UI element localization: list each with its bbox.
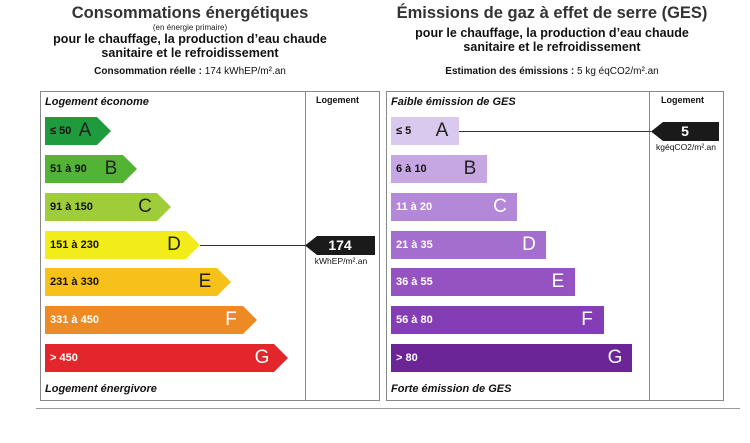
ges-subtitle-line2: sanitaire et le refroidissement: [463, 40, 641, 54]
energy-column-divider: [305, 92, 306, 400]
ges-class-range: 21 à 35: [396, 239, 433, 251]
ges-class-range: ≤ 5: [396, 125, 412, 137]
ges-class-range: 36 à 55: [396, 276, 433, 288]
energy-class-range: 151 à 230: [50, 239, 99, 251]
ges-title: Émissions de gaz à effet de serre (GES): [396, 4, 708, 22]
ges-column-label: Logement: [661, 95, 705, 105]
energy-class-letter: G: [254, 347, 270, 368]
ges-marker: 5: [651, 122, 719, 141]
energy-label-box: Logement Logement économe Logement énerg…: [40, 91, 380, 401]
ges-class-letter: C: [493, 196, 507, 217]
energy-marker: 174: [305, 236, 375, 255]
ges-header: Émissions de gaz à effet de serre (GES) …: [382, 4, 722, 77]
energy-class-bar-a: ≤ 50 A: [45, 117, 111, 145]
energy-class-letter: F: [225, 309, 237, 330]
energy-class-range: > 450: [50, 352, 78, 364]
ges-label-box: Logement Faible émission de GES Forte ém…: [386, 91, 724, 401]
energy-bottom-label: Logement énergivore: [45, 383, 157, 395]
ges-top-label: Faible émission de GES: [391, 96, 516, 108]
ges-bottom-label: Forte émission de GES: [391, 383, 512, 395]
ges-subtitle-line1: pour le chauffage, la production d’eau c…: [415, 26, 689, 40]
ges-class-letter: A: [435, 120, 449, 141]
ges-measure: Estimation des émissions : 5 kg éqCO2/m²…: [382, 66, 722, 77]
energy-class-range: 91 à 150: [50, 201, 93, 213]
energy-note: (en énergie primaire): [152, 23, 228, 32]
energy-measure-label: Consommation réelle :: [94, 66, 202, 77]
energy-class-letter: B: [104, 158, 118, 179]
ges-class-bar-c: 11 à 20 C: [391, 193, 517, 221]
ges-class-letter: E: [551, 271, 565, 292]
energy-class-range: ≤ 50: [50, 125, 72, 137]
ges-class-range: 56 à 80: [396, 314, 433, 326]
ges-class-bar-b: 6 à 10 B: [391, 155, 487, 183]
energy-class-range: 51 à 90: [50, 163, 87, 175]
energy-class-letter: C: [138, 196, 152, 217]
energy-measure-value: 174 kWhEP/m².an: [204, 66, 286, 77]
energy-class-bar-e: 231 à 330 E: [45, 268, 231, 296]
ges-class-range: 6 à 10: [396, 163, 427, 175]
energy-class-letter: A: [78, 120, 92, 141]
ges-class-letter: F: [581, 309, 593, 330]
energy-class-bar-g: > 450 G: [45, 344, 288, 372]
ges-marker-unit: kgéqCO2/m².an: [656, 142, 716, 152]
ges-class-bar-a: ≤ 5 A: [391, 117, 459, 145]
energy-class-range: 231 à 330: [50, 276, 99, 288]
energy-subtitle-line1: pour le chauffage, la production d’eau c…: [53, 32, 327, 46]
energy-marker-unit: kWhEP/m².an: [314, 256, 368, 266]
ges-class-range: > 80: [396, 352, 418, 364]
ges-class-bar-f: 56 à 80 F: [391, 306, 604, 334]
bottom-divider: [36, 408, 740, 409]
ges-class-letter: G: [607, 347, 623, 368]
ges-class-letter: D: [522, 234, 536, 255]
energy-class-letter: E: [198, 271, 212, 292]
energy-subtitle-line2: sanitaire et le refroidissement: [101, 46, 279, 60]
ges-marker-guide-line: [459, 131, 651, 132]
ges-measure-value: 5 kg éqCO2/m².an: [577, 66, 659, 77]
energy-class-letter: D: [167, 234, 181, 255]
energy-class-bar-b: 51 à 90 B: [45, 155, 137, 183]
ges-column-divider: [649, 92, 650, 400]
ges-measure-label: Estimation des émissions :: [445, 66, 575, 77]
energy-header: Consommations énergétiques (en énergie p…: [30, 4, 350, 77]
energy-title: Consommations énergétiques: [71, 4, 309, 22]
ges-class-bar-g: > 80 G: [391, 344, 632, 372]
energy-top-label: Logement économe: [45, 96, 149, 108]
ges-class-bar-d: 21 à 35 D: [391, 231, 546, 259]
energy-class-range: 331 à 450: [50, 314, 99, 326]
energy-class-bar-d: 151 à 230 D: [45, 231, 200, 259]
energy-column-label: Logement: [316, 95, 360, 105]
ges-class-range: 11 à 20: [396, 201, 433, 213]
ges-class-letter: B: [463, 158, 477, 179]
energy-measure: Consommation réelle : 174 kWhEP/m².an: [30, 66, 350, 77]
ges-class-bar-e: 36 à 55 E: [391, 268, 575, 296]
energy-class-bar-c: 91 à 150 C: [45, 193, 171, 221]
energy-marker-guide-line: [200, 245, 305, 246]
energy-class-bar-f: 331 à 450 F: [45, 306, 257, 334]
